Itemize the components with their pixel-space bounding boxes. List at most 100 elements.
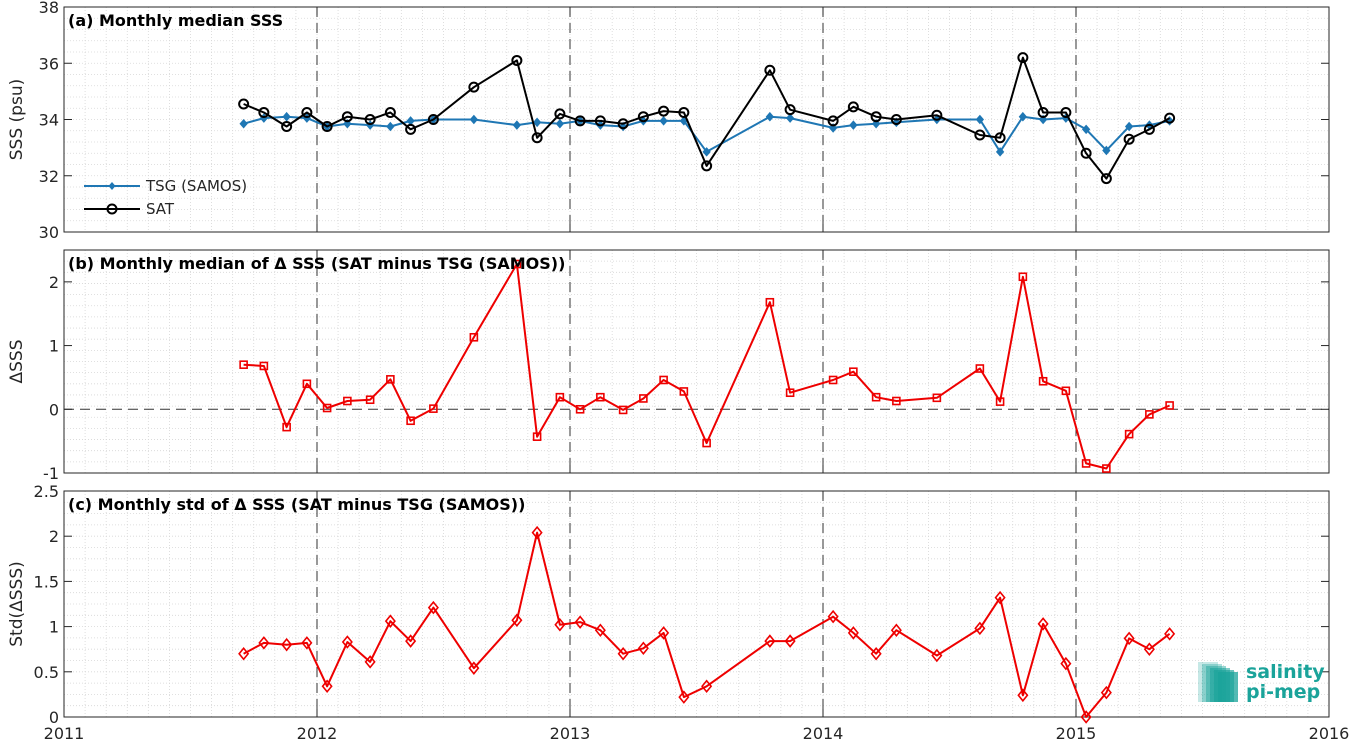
data-point [282,422,291,432]
data-point [364,655,376,669]
data-point [702,147,711,157]
data-point [974,129,986,141]
data-point [828,375,838,385]
data-point [784,104,796,116]
y-tick-label: 1.5 [34,572,59,591]
data-point [701,679,713,694]
data-point [1017,52,1029,64]
legend: TSG (SAMOS) SAT [84,177,247,218]
series-line-tsg-samos- [243,115,1170,153]
data-point [1124,121,1134,132]
logo-graphic [1218,672,1238,702]
y-axis-label-sss: SSS (psu) [7,79,27,160]
y-tick-label: 2 [49,527,59,546]
data-point [594,115,606,127]
x-tick-label: 2014 [803,724,844,743]
data-point [827,609,839,624]
y-tick-label: 30 [39,223,59,242]
data-point [302,379,312,389]
legend-label: SAT [146,200,175,218]
data-point [975,114,985,125]
data-point [555,392,565,402]
data-point [429,404,438,413]
logo-text: salinity [1246,661,1325,683]
data-point [1018,272,1028,282]
data-point [321,121,333,133]
x-tick-label: 2011 [44,724,85,743]
y-tick-label: 32 [39,167,59,186]
data-point [1038,376,1048,386]
axes-box [63,490,1330,718]
data-point [785,113,795,123]
data-point [1143,642,1155,656]
data-point [995,397,1005,406]
data-point [1017,688,1029,703]
data-point [765,111,775,122]
data-point [1060,106,1072,118]
data-point [321,679,333,694]
data-point [994,590,1006,605]
data-point [659,116,668,126]
data-point [282,111,291,122]
data-point [678,106,690,118]
y-tick-label: 34 [39,111,59,130]
data-point [511,613,523,628]
data-point [892,396,901,406]
data-point [1164,627,1176,641]
y-tick-label: 2 [49,273,59,292]
data-point [386,375,395,384]
panel-title: (b) Monthly median of Δ SSS (SAT minus T… [68,254,565,273]
data-point [1037,106,1049,118]
data-point [765,297,775,307]
data-point [1124,429,1134,439]
data-point [870,111,882,123]
data-point [847,101,859,113]
data-point [384,106,396,118]
data-point [974,621,986,636]
y-tick-label: 38 [39,0,59,17]
data-point [702,438,711,448]
data-point [406,116,415,126]
data-point [1123,133,1135,145]
data-point [575,404,585,414]
data-point [594,623,606,637]
data-point [1061,386,1071,396]
data-point [1018,111,1028,122]
panel-title: (c) Monthly std of Δ SSS (SAT minus TSG … [68,495,525,514]
data-point [849,367,858,376]
data-point [701,160,713,172]
data-point [1100,173,1112,185]
data-point [1165,401,1174,410]
data-point [1080,147,1092,159]
legend-marker [106,203,118,215]
y-tick-label: -1 [43,464,59,483]
data-point [406,416,415,426]
y-axis-label-delta: ΔSSS [7,339,27,383]
data-point [301,636,313,650]
data-point [785,388,795,398]
data-point [931,648,943,663]
data-point [239,118,248,129]
data-point [532,432,542,441]
data-point [384,614,396,628]
data-point [258,106,270,118]
series-line [243,531,1171,718]
data-point [679,387,689,396]
y-tick-label: 1 [49,618,59,637]
data-point [322,403,332,413]
data-point [975,364,985,373]
data-point [238,646,250,661]
x-tick-label: 2012 [297,724,338,743]
legend-marker [108,182,116,190]
y-tick-label: 36 [39,54,59,73]
data-point [994,132,1006,144]
data-point [341,111,353,123]
data-point [678,690,690,704]
data-point [554,618,566,632]
data-point [764,634,776,648]
data-point [531,132,543,144]
data-point [281,637,293,652]
data-point [637,641,649,656]
data-point [512,259,522,269]
y-tick-label: 0.5 [34,663,59,682]
